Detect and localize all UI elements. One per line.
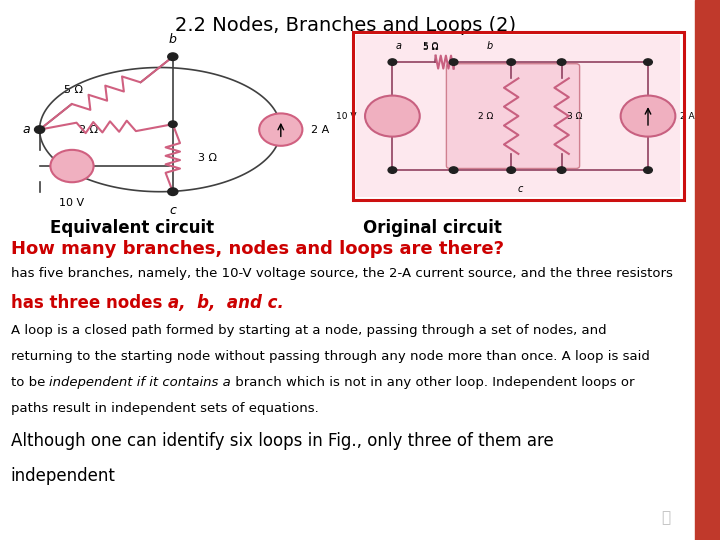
Circle shape <box>388 167 397 173</box>
Text: 2 A: 2 A <box>311 125 329 134</box>
Text: 2.2 Nodes, Branches and Loops (2): 2.2 Nodes, Branches and Loops (2) <box>175 16 516 35</box>
Text: a,  b,  and c.: a, b, and c. <box>168 294 284 312</box>
Circle shape <box>259 113 302 146</box>
Text: 5 Ω: 5 Ω <box>64 85 84 96</box>
Circle shape <box>35 126 45 133</box>
Circle shape <box>168 121 177 127</box>
Text: c: c <box>518 184 523 194</box>
Text: branch which is not in any other loop. Independent loops or: branch which is not in any other loop. I… <box>231 376 634 389</box>
Circle shape <box>365 96 420 137</box>
Text: 2 Ω: 2 Ω <box>478 112 493 120</box>
Text: independent: independent <box>11 467 116 485</box>
Text: returning to the starting node without passing through any node more than once. : returning to the starting node without p… <box>11 350 649 363</box>
Text: has three nodes: has three nodes <box>11 294 168 312</box>
Text: A loop is a closed path formed by starting at a node, passing through a set of n: A loop is a closed path formed by starti… <box>11 324 606 337</box>
Circle shape <box>168 53 178 60</box>
Circle shape <box>507 59 516 65</box>
Text: 10 V: 10 V <box>336 112 356 120</box>
Circle shape <box>507 167 516 173</box>
Circle shape <box>388 59 397 65</box>
Text: paths result in independent sets of equations.: paths result in independent sets of equa… <box>11 402 318 415</box>
Circle shape <box>449 167 458 173</box>
Bar <box>356 35 680 197</box>
Text: +: + <box>388 107 397 117</box>
Text: Equivalent circuit: Equivalent circuit <box>50 219 215 237</box>
Circle shape <box>621 96 675 137</box>
Text: 5 Ω: 5 Ω <box>423 42 438 51</box>
Circle shape <box>449 59 458 65</box>
Text: b: b <box>169 33 176 46</box>
Circle shape <box>557 167 566 173</box>
Text: −: − <box>67 166 77 177</box>
Text: c: c <box>169 204 176 217</box>
Text: b: b <box>487 41 492 51</box>
Text: +: + <box>68 158 76 168</box>
FancyBboxPatch shape <box>446 64 580 168</box>
Text: Although one can identify six loops in Fig., only three of them are: Although one can identify six loops in F… <box>11 432 554 450</box>
Text: 3 Ω: 3 Ω <box>567 112 582 120</box>
Text: Original circuit: Original circuit <box>363 219 501 237</box>
Text: 5 Ω: 5 Ω <box>423 43 438 52</box>
Text: 🔊: 🔊 <box>662 510 670 525</box>
Circle shape <box>168 188 178 195</box>
Text: a: a <box>395 41 401 51</box>
Circle shape <box>557 59 566 65</box>
Circle shape <box>644 59 652 65</box>
Circle shape <box>50 150 94 183</box>
Text: How many branches, nodes and loops are there?: How many branches, nodes and loops are t… <box>11 240 504 258</box>
Bar <box>695 0 720 540</box>
Text: 2 A: 2 A <box>680 112 695 120</box>
Text: independent if it contains a: independent if it contains a <box>50 376 231 389</box>
Text: has five branches, namely, the 10-V voltage source, the 2-A current source, and : has five branches, namely, the 10-V volt… <box>11 267 672 280</box>
Text: to be: to be <box>11 376 50 389</box>
Circle shape <box>644 167 652 173</box>
Bar <box>353 32 684 200</box>
Text: a: a <box>23 123 30 136</box>
Text: 3 Ω: 3 Ω <box>198 153 217 163</box>
Text: −: − <box>388 118 397 127</box>
Text: 10 V: 10 V <box>60 198 84 208</box>
Text: 2 Ω: 2 Ω <box>78 125 98 134</box>
